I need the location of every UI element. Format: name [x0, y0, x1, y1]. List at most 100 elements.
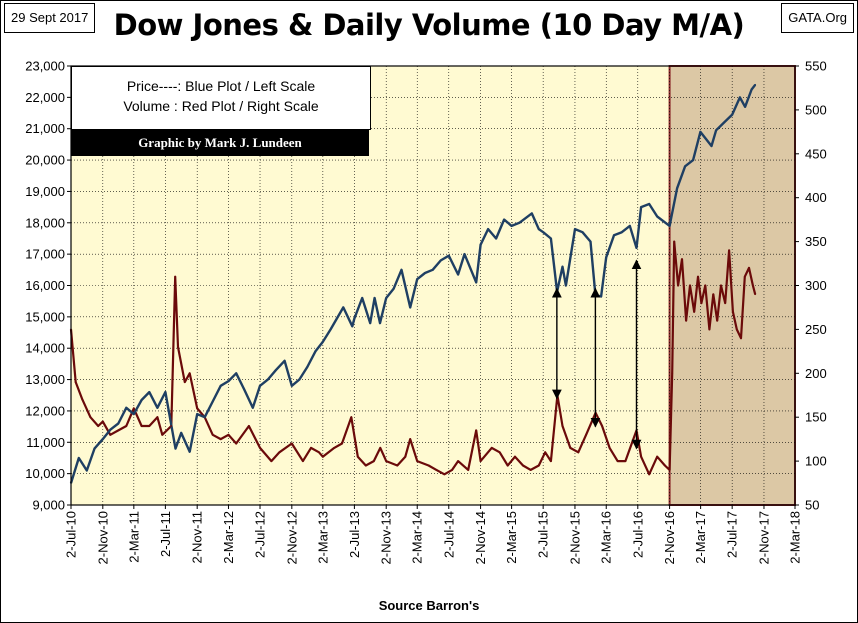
x-tick-label: 2-Mar-11	[126, 511, 141, 563]
volume-point	[671, 372, 674, 375]
volume-point	[109, 433, 112, 436]
volume-point	[561, 425, 564, 427]
price-point	[188, 450, 191, 453]
volume-point	[498, 451, 501, 454]
price-point	[298, 378, 301, 381]
price-point	[180, 431, 183, 434]
y-right-tick-label: 550	[805, 59, 827, 74]
y-left-tick-label: 10,000	[25, 466, 65, 481]
volume-point	[427, 464, 430, 467]
price-point	[361, 297, 364, 299]
price-point	[274, 369, 277, 372]
volume-point	[490, 447, 493, 449]
price-point	[731, 113, 734, 116]
volume-point	[751, 284, 754, 287]
volume-point	[174, 275, 177, 278]
price-point	[235, 372, 238, 375]
price-point	[447, 254, 450, 257]
y-right-tick-label: 400	[805, 190, 827, 205]
price-point	[243, 388, 245, 390]
chart-title: Dow Jones & Daily Volume (10 Day M/A)	[113, 8, 745, 42]
price-point	[140, 399, 143, 401]
x-tick-label: 2-Jul-17	[725, 511, 740, 558]
x-tick-label: 2-Nov-17	[756, 511, 771, 564]
volume-point	[697, 275, 699, 278]
price-point	[635, 246, 638, 249]
x-tick-label: 2-Nov-16	[662, 511, 677, 564]
x-tick-label: 2-Jul-12	[253, 511, 268, 558]
price-point	[77, 457, 80, 459]
volume-point	[537, 464, 540, 467]
price-point	[400, 268, 403, 271]
volume-point	[211, 433, 214, 436]
price-series-line	[69, 84, 757, 484]
volume-point	[529, 468, 532, 471]
price-point	[565, 284, 567, 287]
volume-point	[161, 433, 164, 436]
price-point	[101, 438, 104, 441]
price-point	[148, 391, 151, 394]
price-point	[117, 422, 120, 425]
y-left-tick-label: 9,000	[32, 498, 65, 513]
price-point	[628, 225, 631, 227]
x-tick-label: 2-Nov-11	[190, 511, 205, 564]
price-point	[203, 416, 206, 419]
price-point	[589, 240, 592, 243]
volume-point	[101, 420, 104, 423]
x-tick-label: 2-Jul-16	[630, 511, 645, 558]
y-right-tick-label: 300	[805, 278, 827, 293]
volume-point	[754, 293, 757, 296]
price-point	[174, 447, 177, 450]
volume-point	[616, 460, 619, 462]
volume-point	[188, 372, 191, 375]
volume-point	[585, 433, 587, 436]
price-point	[668, 225, 671, 227]
volume-point	[74, 381, 77, 383]
volume-point	[712, 293, 715, 296]
volume-point	[624, 460, 627, 462]
price-point	[684, 165, 687, 168]
price-point	[620, 231, 623, 234]
volume-point	[743, 275, 746, 278]
volume-point	[720, 284, 722, 287]
price-point	[739, 96, 741, 99]
y-left-tick-label: 18,000	[25, 215, 65, 230]
price-point	[409, 306, 412, 309]
volume-point	[693, 310, 696, 313]
x-tick-label: 2-Mar-14	[410, 511, 425, 564]
x-tick-label: 2-Mar-12	[221, 511, 236, 564]
y-left-tick-label: 23,000	[25, 59, 65, 74]
price-point	[392, 287, 395, 290]
volume-point	[479, 460, 482, 462]
volume-point	[664, 464, 666, 467]
y-left-tick-label: 17,000	[25, 247, 65, 262]
volume-point	[356, 455, 359, 458]
volume-point	[290, 442, 293, 445]
price-point	[495, 237, 497, 240]
y-left-tick-label: 12,000	[25, 403, 65, 418]
price-point	[306, 366, 309, 368]
y-left-tick-label: 19,000	[25, 184, 65, 199]
price-point	[211, 400, 214, 403]
price-point	[251, 406, 254, 409]
y-left-tick-label: 11,000	[26, 435, 65, 450]
volume-point	[183, 381, 186, 383]
y-left-tick-label: 22,000	[25, 90, 65, 105]
price-point	[715, 129, 718, 132]
volume-point	[443, 473, 446, 476]
volume-point	[278, 451, 281, 454]
volume-point	[259, 447, 261, 449]
y-right-tick-label: 450	[805, 146, 827, 161]
volume-point	[333, 447, 336, 449]
price-point	[156, 406, 159, 409]
price-point	[710, 145, 713, 147]
volume-point	[740, 337, 742, 340]
volume-point	[270, 460, 273, 462]
volume-point	[81, 398, 84, 401]
volume-point	[550, 460, 552, 462]
x-tick-label: 2-Jul-15	[536, 511, 551, 558]
price-point	[385, 297, 388, 299]
volume-point	[372, 460, 375, 462]
volume-point	[219, 438, 222, 441]
price-point	[353, 317, 356, 320]
